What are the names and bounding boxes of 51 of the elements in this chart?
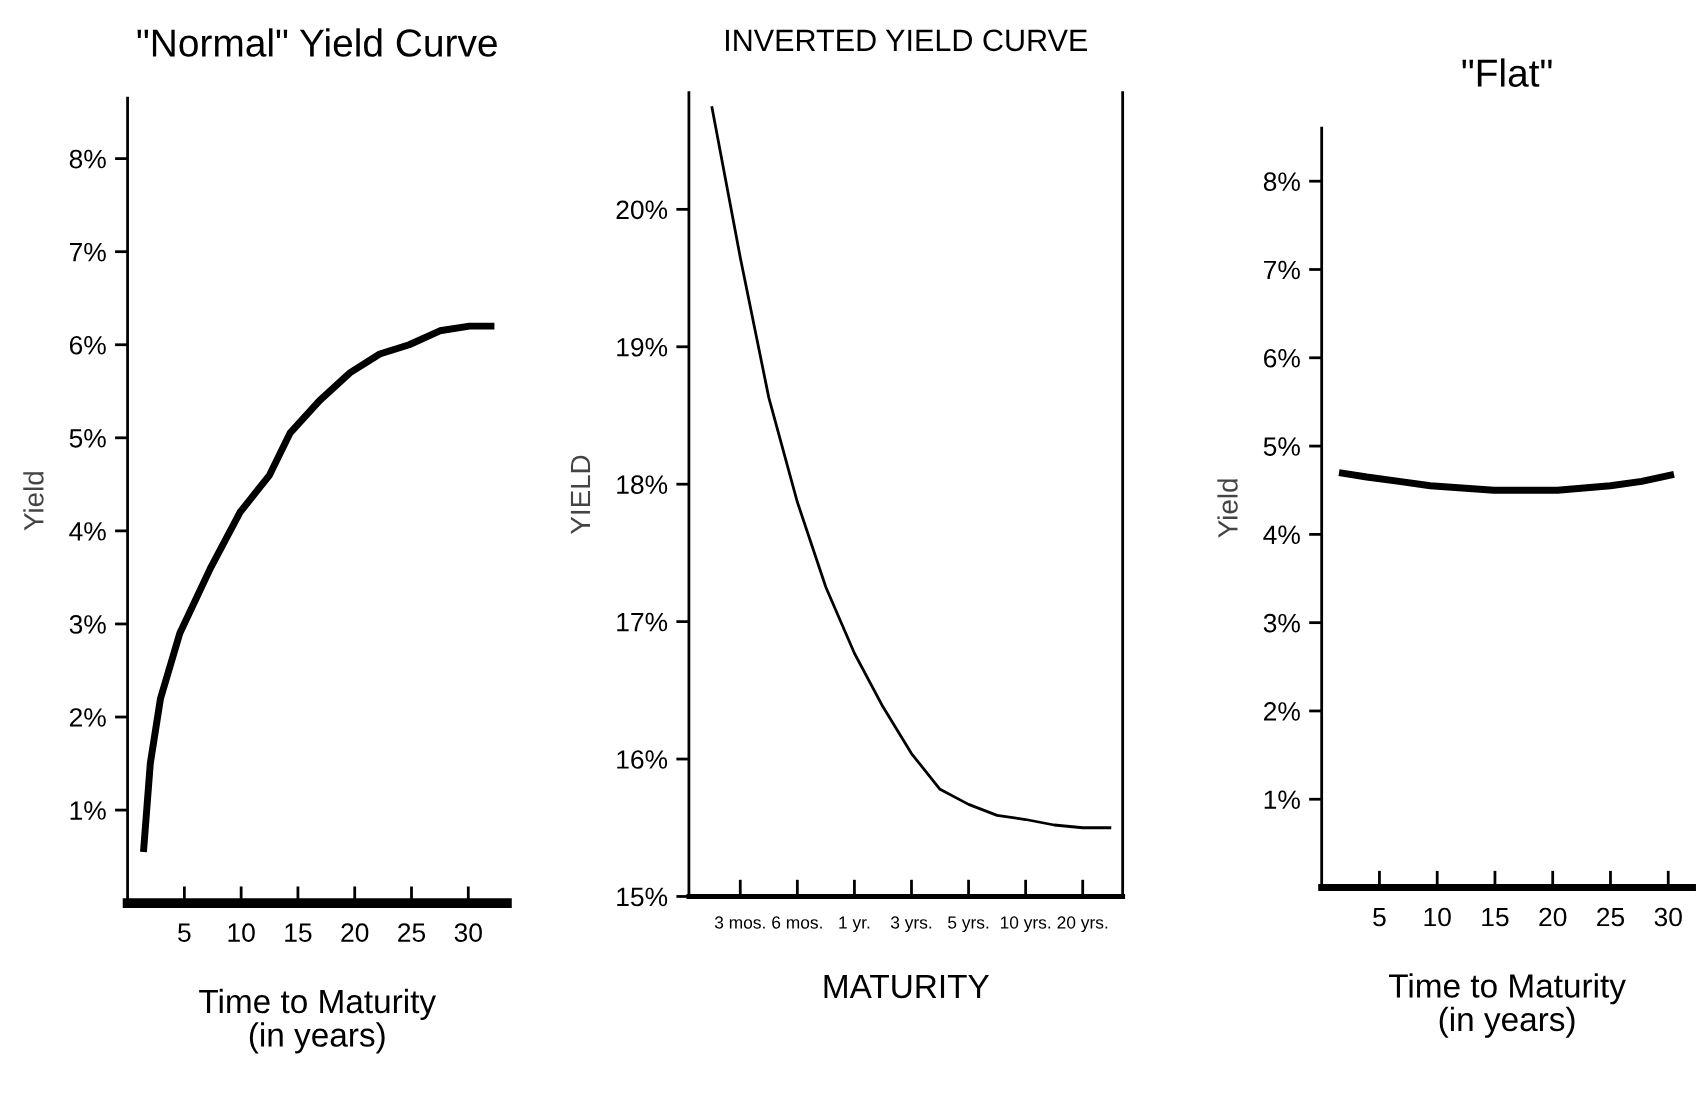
x-tick-label: 5: [178, 923, 191, 942]
chart-title: INVERTED YIELD CURVE: [726, 29, 1088, 52]
x-tick-label: 1 yr.: [839, 916, 870, 933]
y-tick-label: 7%: [1264, 260, 1300, 280]
y-tick-label: 3%: [1263, 613, 1300, 633]
x-axis-title: MATURITY: [824, 974, 989, 999]
x-tick-label: 3 yrs.: [890, 916, 932, 933]
x-axis-title: Time to Maturity (in years): [199, 988, 437, 1054]
line-series: [710, 104, 1113, 830]
y-tick-label: 3%: [69, 615, 106, 634]
y-tick-label: 1%: [1264, 790, 1300, 809]
y-tick-label: 20%: [616, 200, 668, 220]
y-tick-label: 8%: [69, 149, 106, 169]
y-tick-label: 6%: [1264, 348, 1300, 368]
x-tick-label: 25: [398, 923, 426, 942]
y-tick-label: 16%: [617, 750, 668, 769]
y-tick-label: 4%: [69, 522, 106, 541]
y-tick-label: 2%: [69, 708, 106, 727]
x-tick-label: 6 mos.: [772, 916, 822, 929]
x-tick-label: 5 yrs.: [948, 916, 989, 933]
y-tick-label: 15%: [617, 887, 668, 907]
y-tick-label: 5%: [69, 429, 106, 448]
x-tick-label: 15: [1482, 907, 1509, 927]
x-tick-label: 30: [1654, 907, 1682, 927]
y-tick-label: 1%: [70, 801, 106, 820]
chart-title: "Flat": [1462, 58, 1552, 87]
y-tick-label: 4%: [1263, 525, 1300, 545]
y-tick-label: 5%: [1263, 437, 1300, 456]
x-tick-label: 15: [285, 923, 312, 942]
y-tick-label: 19%: [617, 337, 668, 357]
x-axis-title: Time to Maturity (in years): [1389, 973, 1626, 1038]
y-axis-title: Yield: [1217, 479, 1238, 538]
chart-title: "Normal" Yield Curve: [137, 28, 497, 57]
x-tick-label: 20: [1539, 907, 1567, 927]
y-tick-label: 2%: [1264, 702, 1300, 721]
x-tick-label: 30: [454, 923, 482, 942]
y-tick-label: 7%: [69, 242, 106, 262]
y-axis-title: Yield: [23, 472, 44, 531]
x-tick-label: 20: [341, 923, 369, 942]
y-tick-label: 8%: [1263, 172, 1300, 192]
x-tick-label: 25: [1597, 907, 1625, 927]
y-tick-label: 6%: [69, 335, 106, 355]
x-tick-label: 10 yrs.: [1000, 916, 1051, 933]
x-tick-label: 3 mos.: [714, 916, 765, 929]
x-tick-label: 10: [228, 923, 255, 942]
y-tick-label: 18%: [617, 475, 668, 495]
x-tick-label: 20 yrs.: [1057, 916, 1108, 933]
y-axis-title: YIELD: [570, 455, 591, 535]
x-tick-label: 5: [1373, 907, 1386, 927]
x-tick-label: 10: [1424, 907, 1451, 927]
y-tick-label: 17%: [617, 612, 668, 632]
